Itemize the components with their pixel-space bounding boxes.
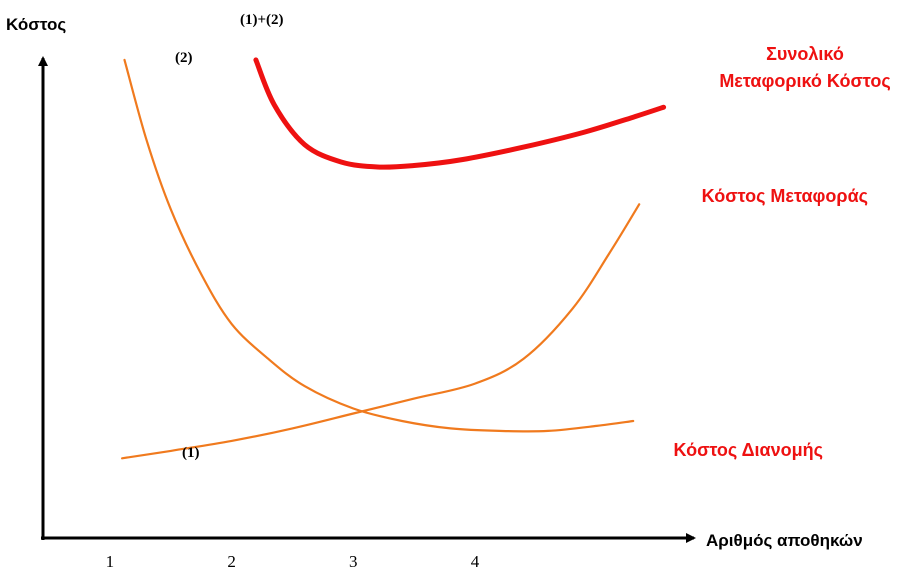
curve-tag-3: (1)+(2)	[240, 12, 284, 28]
series-label-2: Κόστος Διανομής	[674, 440, 824, 460]
curve-tags: (1) (2) (1)+(2)	[175, 12, 284, 461]
series-line-2	[123, 58, 635, 433]
x-tick-label-4: 4	[471, 552, 480, 571]
axes	[38, 56, 696, 543]
series-line-3	[253, 57, 667, 170]
x-tick-label-2: 2	[227, 552, 236, 571]
x-tick-labels: 1 2 3 4	[106, 552, 480, 571]
series-label-1: Κόστος Μεταφοράς	[702, 186, 868, 206]
series-line-1	[121, 203, 641, 460]
series-labels: Κόστος Μεταφοράς Κόστος Διανομής Συνολικό Μ…	[674, 44, 891, 460]
series-label-3: Συνολικό Μεταφορικό Κόστος	[719, 44, 890, 91]
x-tick-label-3: 3	[349, 552, 358, 571]
curve-tag-2: (2)	[175, 50, 193, 66]
x-tick-label-1: 1	[106, 552, 115, 571]
curves	[121, 57, 667, 460]
y-axis-title: Κόστος	[6, 15, 66, 34]
x-axis-title: Αριθμός αποθηκών	[706, 531, 863, 550]
curve-tag-1: (1)	[182, 445, 200, 461]
